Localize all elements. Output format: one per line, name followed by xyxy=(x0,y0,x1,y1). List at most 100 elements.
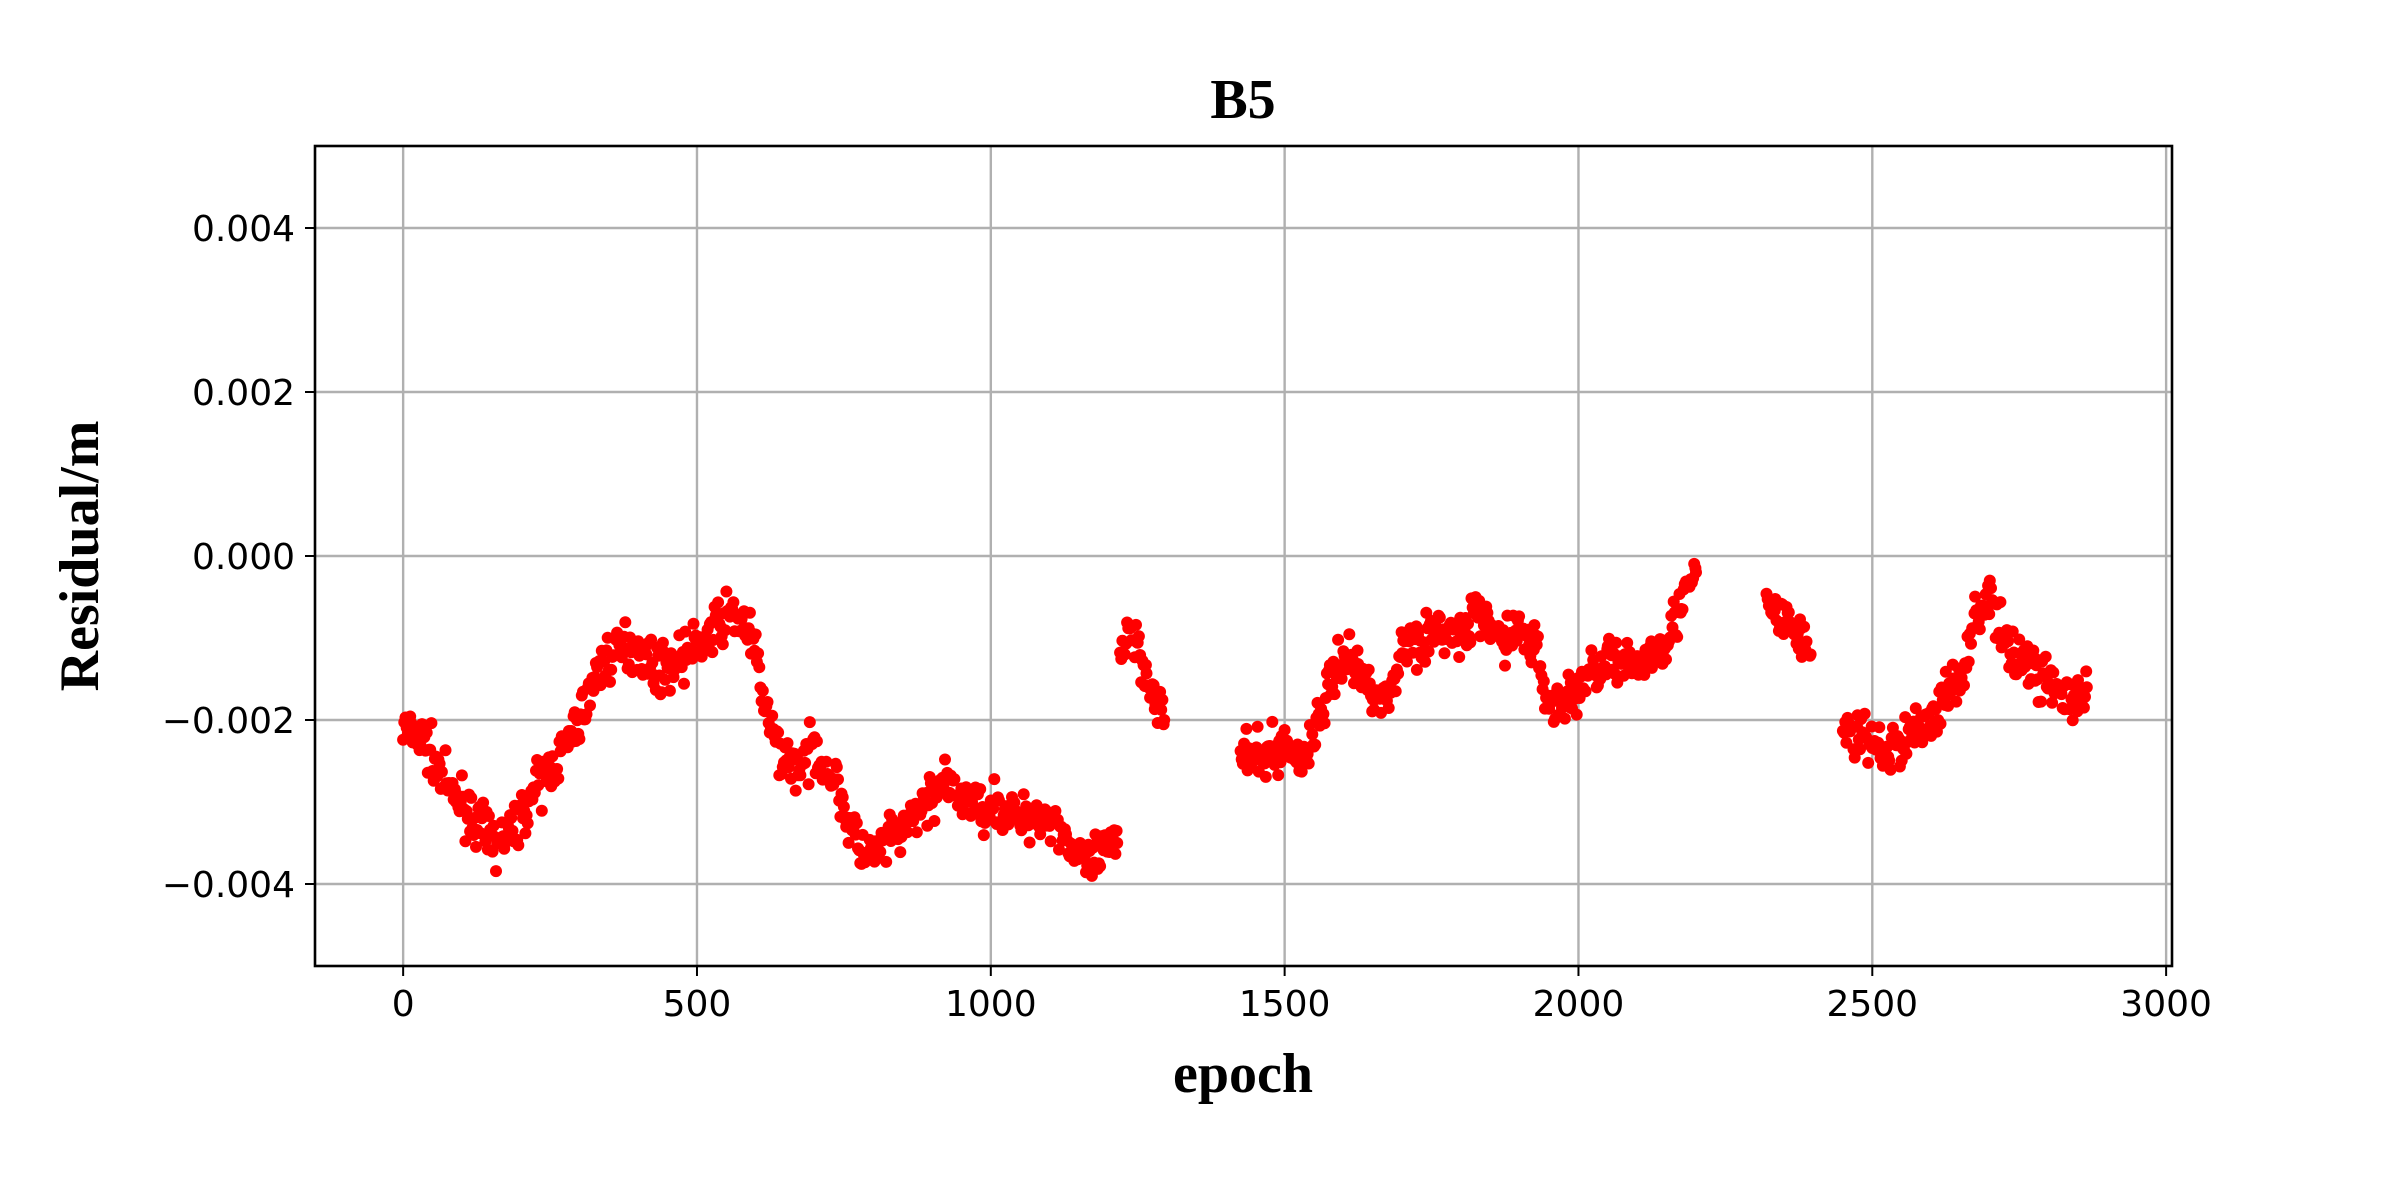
data-point xyxy=(1158,714,1171,726)
data-point xyxy=(1351,644,1364,657)
data-point xyxy=(1973,623,1986,636)
data-point xyxy=(519,827,532,840)
data-point xyxy=(901,826,914,839)
data-point xyxy=(1676,603,1689,616)
y-tick-label: −0.004 xyxy=(162,865,295,906)
data-point xyxy=(1804,648,1817,661)
data-point xyxy=(1419,655,1432,668)
data-point xyxy=(459,835,472,848)
y-tick-label: 0.004 xyxy=(192,209,295,250)
data-point xyxy=(712,596,725,609)
data-point xyxy=(850,817,863,829)
data-point xyxy=(837,800,850,813)
data-point xyxy=(1044,835,1057,848)
data-point xyxy=(505,811,518,824)
data-point xyxy=(1671,630,1684,643)
x-tick-label: 3000 xyxy=(2120,984,2212,1025)
data-point xyxy=(1782,606,1795,619)
data-point xyxy=(1343,628,1356,641)
data-point xyxy=(939,753,951,766)
data-point xyxy=(1969,590,1982,603)
data-point xyxy=(1109,847,1122,860)
data-point xyxy=(910,826,923,839)
data-points xyxy=(397,557,2093,882)
data-point xyxy=(1034,828,1047,841)
data-point xyxy=(470,840,482,853)
y-axis-label: Residual/m xyxy=(49,421,111,692)
data-point xyxy=(2013,633,2026,646)
data-point xyxy=(490,865,502,878)
x-tick-label: 0 xyxy=(392,984,415,1025)
data-point xyxy=(2035,695,2047,708)
data-point xyxy=(810,735,823,748)
data-point xyxy=(1438,647,1451,660)
data-point xyxy=(749,628,762,641)
data-point xyxy=(1464,636,1477,649)
data-point xyxy=(1690,566,1702,579)
data-point xyxy=(477,796,490,809)
data-point xyxy=(1558,712,1571,725)
data-point xyxy=(551,763,564,775)
x-tick-label: 1000 xyxy=(945,984,1037,1025)
data-point xyxy=(794,769,807,782)
data-point xyxy=(679,625,692,638)
data-point xyxy=(836,791,849,804)
data-point xyxy=(1295,765,1308,778)
data-point xyxy=(1528,619,1541,632)
data-point xyxy=(1422,645,1435,658)
data-point xyxy=(1854,743,1866,756)
data-point xyxy=(1328,688,1341,701)
data-point xyxy=(706,646,719,659)
x-tick-label: 500 xyxy=(663,984,732,1025)
data-point xyxy=(1513,610,1526,623)
data-point xyxy=(799,756,812,769)
data-point xyxy=(512,839,525,852)
data-point xyxy=(2006,625,2019,638)
data-point xyxy=(521,817,534,830)
data-point xyxy=(1155,703,1168,716)
data-point xyxy=(1862,756,1875,769)
data-point xyxy=(584,699,596,712)
data-point xyxy=(1382,702,1395,714)
data-point xyxy=(1873,721,1886,734)
data-point xyxy=(1884,763,1897,776)
data-point xyxy=(640,648,653,661)
data-point xyxy=(988,773,1001,786)
data-point xyxy=(663,684,676,697)
data-point xyxy=(2047,666,2060,679)
data-point xyxy=(1950,695,1963,708)
data-point xyxy=(720,585,733,598)
data-point xyxy=(1462,617,1474,630)
data-point xyxy=(678,677,690,690)
data-point xyxy=(1858,707,1871,720)
chart-title: B5 xyxy=(1210,69,1275,131)
data-point xyxy=(1800,635,1813,648)
data-point xyxy=(2080,665,2093,678)
data-point xyxy=(1534,660,1547,673)
data-point xyxy=(1585,644,1598,657)
data-point xyxy=(1389,685,1402,698)
data-point xyxy=(687,617,700,630)
data-point xyxy=(761,696,774,708)
data-point xyxy=(1531,630,1544,643)
data-point xyxy=(439,744,452,757)
data-point xyxy=(1266,715,1279,728)
data-point xyxy=(1240,722,1253,735)
data-point xyxy=(465,791,478,804)
data-point xyxy=(1259,770,1272,783)
data-point xyxy=(1302,757,1315,770)
x-axis-label: epoch xyxy=(1173,1043,1313,1105)
data-point xyxy=(1094,860,1107,873)
grid-lines xyxy=(315,146,2172,966)
data-point xyxy=(1332,633,1345,646)
data-point xyxy=(2080,681,2093,694)
data-point xyxy=(1638,668,1651,681)
data-point xyxy=(1362,663,1375,676)
data-point xyxy=(1660,653,1672,666)
data-point xyxy=(752,647,765,660)
data-point xyxy=(1610,636,1623,649)
data-point xyxy=(802,778,815,791)
data-point xyxy=(455,769,468,782)
data-point xyxy=(894,846,907,859)
data-point xyxy=(1111,837,1124,849)
